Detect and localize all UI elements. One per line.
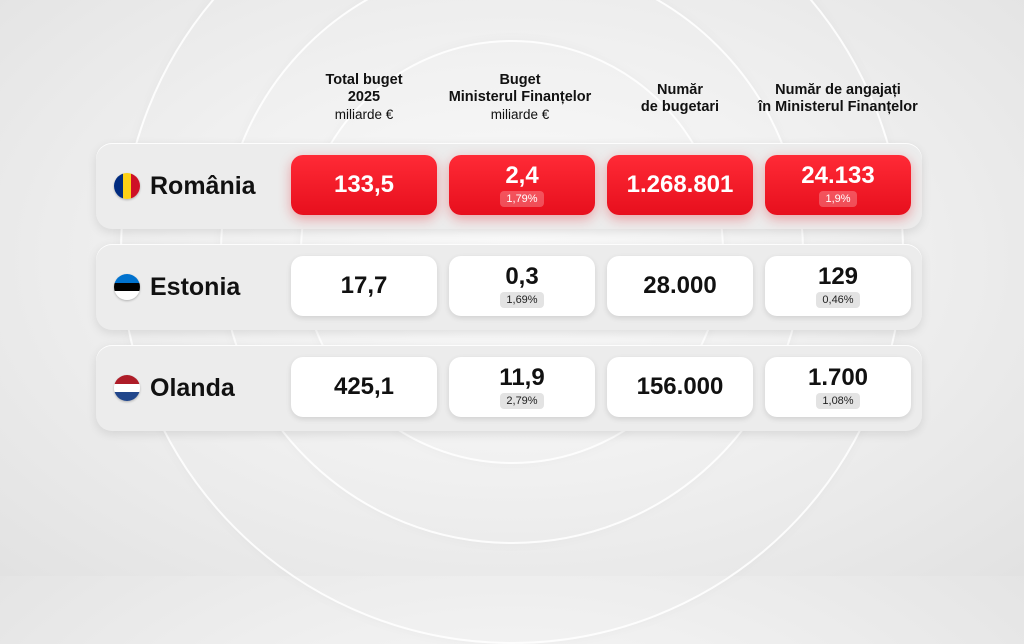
ministry-budget-value: 11,9 — [499, 364, 545, 391]
total-budget-cell: 17,7 — [291, 256, 437, 316]
header-public-employees: Număr de bugetari — [607, 82, 753, 144]
ministry-budget-percent: 2,79% — [500, 393, 544, 409]
header-line: de bugetari — [640, 99, 720, 115]
total-budget-value: 17,7 — [340, 272, 388, 299]
header-line: Ministerul Finanțelor — [448, 89, 592, 105]
ministry-budget-cell: 11,9 2,79% — [449, 357, 595, 417]
public-employees-value: 1.268.801 — [626, 171, 734, 198]
ministry-employees-cell: 1.700 1,08% — [765, 357, 911, 417]
public-employees-value: 28.000 — [643, 272, 717, 299]
ministry-employees-cell: 24.133 1,9% — [765, 155, 911, 215]
ministry-budget-value: 0,3 — [505, 263, 539, 290]
header-ministry-employees: Număr de angajați în Ministerul Finanțel… — [740, 82, 936, 144]
header-line: în Ministerul Finanțelor — [758, 99, 918, 115]
ministry-budget-cell: 2,4 1,79% — [449, 155, 595, 215]
table-row-romania: România 133,5 2,4 1,79% 1.268.801 24.133… — [96, 143, 922, 229]
ministry-employees-value: 24.133 — [801, 162, 875, 189]
total-budget-value: 133,5 — [333, 171, 395, 198]
country-label: România — [114, 143, 256, 229]
header-line: Număr de angajați — [775, 82, 901, 98]
romania-flag-icon — [114, 173, 140, 199]
header-ministry-budget: Buget Ministerul Finanțelor miliarde € — [430, 72, 610, 134]
ministry-employees-percent: 1,9% — [819, 191, 857, 207]
ministry-employees-percent: 1,08% — [816, 393, 860, 409]
public-employees-cell: 156.000 — [607, 357, 753, 417]
public-employees-cell: 28.000 — [607, 256, 753, 316]
header-total-budget: Total buget 2025 miliarde € — [291, 72, 437, 134]
header-unit: miliarde € — [334, 107, 394, 122]
netherlands-flag-icon — [114, 375, 140, 401]
header-line: 2025 — [347, 89, 381, 105]
header-unit: miliarde € — [490, 107, 550, 122]
estonia-flag-icon — [114, 274, 140, 300]
header-line: Număr — [657, 82, 703, 98]
ministry-budget-percent: 1,69% — [500, 292, 544, 308]
total-budget-cell: 133,5 — [291, 155, 437, 215]
ministry-employees-value: 1.700 — [807, 364, 869, 391]
ministry-budget-value: 2,4 — [505, 162, 539, 189]
ministry-employees-value: 129 — [817, 263, 859, 290]
public-employees-value: 156.000 — [636, 373, 724, 400]
table-row-olanda: Olanda 425,1 11,9 2,79% 156.000 1.700 1,… — [96, 345, 922, 431]
country-name: Estonia — [150, 272, 241, 301]
total-budget-value: 425,1 — [333, 373, 395, 400]
ministry-budget-cell: 0,3 1,69% — [449, 256, 595, 316]
table-row-estonia: Estonia 17,7 0,3 1,69% 28.000 129 0,46% — [96, 244, 922, 330]
country-name: România — [150, 171, 256, 200]
country-label: Estonia — [114, 244, 240, 330]
header-line: Total buget — [325, 72, 403, 88]
public-employees-cell: 1.268.801 — [607, 155, 753, 215]
country-label: Olanda — [114, 345, 235, 431]
ministry-employees-percent: 0,46% — [816, 292, 860, 308]
country-name: Olanda — [150, 373, 235, 402]
ministry-employees-cell: 129 0,46% — [765, 256, 911, 316]
header-line: Buget — [499, 72, 541, 88]
total-budget-cell: 425,1 — [291, 357, 437, 417]
ministry-budget-percent: 1,79% — [500, 191, 544, 207]
